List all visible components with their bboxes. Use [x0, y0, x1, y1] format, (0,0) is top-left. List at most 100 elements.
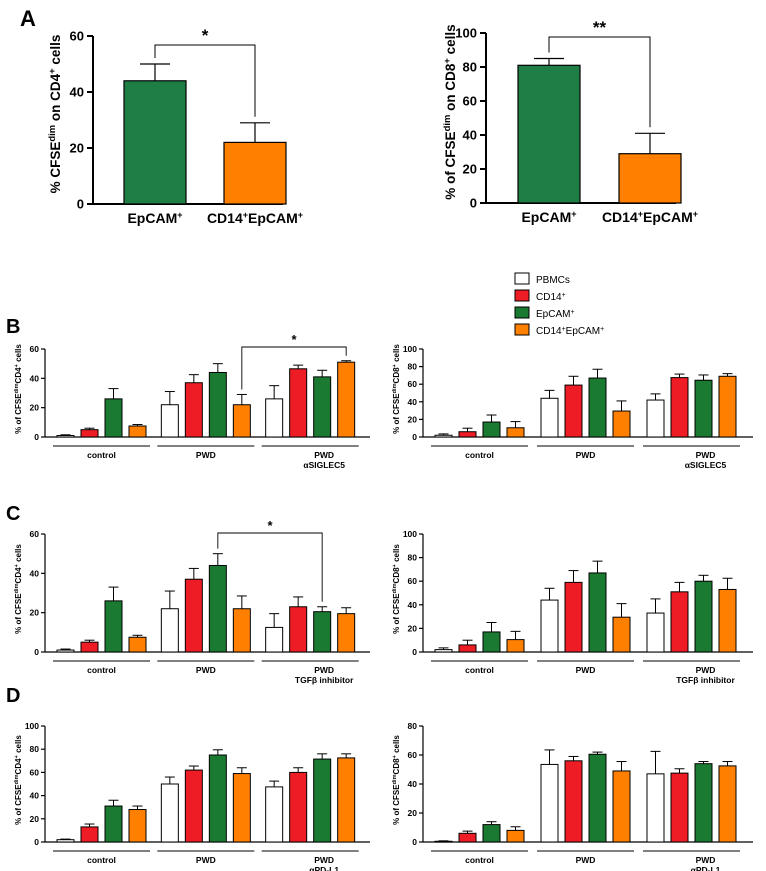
y-tick-label: 100 — [455, 26, 477, 41]
legend-swatch-PBMCs — [514, 272, 530, 285]
group-sublabel: αPD-L1 — [691, 865, 721, 871]
bar-PBMCs — [434, 434, 453, 438]
significance-star: * — [267, 518, 273, 533]
panel-letter-B: B — [6, 316, 20, 338]
y-tick-label: 60 — [408, 576, 418, 586]
y-axis-label: % of CFSEdimCD8+ cells — [392, 344, 401, 434]
bar-PBMCs — [56, 839, 75, 843]
y-tick-label: 0 — [77, 197, 84, 212]
bar-CD14p — [80, 826, 99, 843]
legend-label: EpCAM+ — [536, 309, 575, 321]
y-tick-label: 40 — [408, 397, 418, 407]
bar-CD14p — [184, 769, 203, 843]
bar-PBMCs — [540, 397, 559, 438]
category-label: EpCAM+ — [127, 210, 182, 226]
y-tick-label: 100 — [403, 529, 417, 539]
bar-CD14pEpCAMp — [232, 773, 251, 843]
y-tick-label: 80 — [408, 362, 418, 372]
group-label: PWD — [696, 855, 716, 865]
y-tick-label: 0 — [34, 647, 39, 657]
y-tick-label: 0 — [470, 196, 477, 211]
y-axis-label: % of CFSEdimCD8+ cells — [392, 735, 401, 825]
y-axis-label: % of CFSEdimCD4+ cells — [14, 544, 23, 634]
group-label: control — [465, 665, 494, 675]
bar-PBMCs — [265, 398, 284, 438]
bar-CD14pEpCAMp — [337, 361, 356, 438]
bar-CD14p — [458, 644, 477, 653]
significance-bracket — [154, 44, 256, 117]
bar — [223, 141, 287, 205]
category-label: EpCAM+ — [521, 209, 576, 225]
legend-swatch-CD14p — [514, 289, 530, 302]
bar-PBMCs — [160, 608, 179, 653]
bar-CD14pEpCAMp — [506, 829, 525, 843]
bar-PBMCs — [540, 763, 559, 843]
y-axis-label: % CFSEdim on CD4+ cells — [47, 35, 64, 194]
group-label: PWD — [576, 450, 596, 460]
y-tick-label: 20 — [408, 414, 418, 424]
y-tick-label: 0 — [412, 647, 417, 657]
group-label: PWD — [314, 665, 334, 675]
legend-swatch-EpCAMp — [514, 306, 530, 319]
bar-EpCAMp — [208, 564, 227, 653]
significance-bracket — [548, 36, 651, 128]
group-label: PWD — [196, 450, 216, 460]
group-label: control — [87, 450, 116, 460]
bar-EpCAMp — [104, 398, 123, 438]
bar-CD14p — [289, 771, 308, 843]
bar-CD14pEpCAMp — [718, 765, 737, 843]
y-axis-label: % of CFSEdim on CD8+ cells — [442, 24, 459, 199]
group-label: PWD — [576, 665, 596, 675]
legend-label: CD14+EpCAM+ — [536, 326, 604, 338]
legend-label: CD14+ — [536, 292, 566, 304]
bar-CD14p — [80, 429, 99, 438]
y-tick-label: 80 — [408, 553, 418, 563]
panel-letter-A: A — [20, 6, 36, 31]
y-tick-label: 40 — [408, 779, 418, 789]
bar-CD14pEpCAMp — [612, 410, 631, 438]
significance-star: * — [291, 332, 297, 347]
y-axis-label: % of CFSEdimCD4+ cells — [14, 344, 23, 434]
bar-CD14p — [289, 606, 308, 653]
bar-PBMCs — [646, 773, 665, 843]
bar-CD14pEpCAMp — [128, 636, 147, 653]
bar-EpCAMp — [482, 631, 501, 653]
group-label: control — [465, 855, 494, 865]
bar-EpCAMp — [588, 753, 607, 843]
y-tick-label: 60 — [70, 29, 84, 44]
bar-PBMCs — [160, 783, 179, 843]
significance-bracket — [217, 532, 323, 602]
chart-A_left: 0 20 40 60 EpCAM+ CD14+EpCAM+ * % CFSEdim on CD… — [47, 26, 304, 226]
group-sublabel: αSIGLEC5 — [685, 460, 727, 470]
group-sublabel: TGFβ inhibitor — [676, 675, 735, 685]
bar-EpCAMp — [104, 805, 123, 843]
bar-EpCAMp — [482, 421, 501, 438]
y-tick-label: 20 — [408, 623, 418, 633]
panel-letter-C: C — [6, 503, 20, 525]
group-label: control — [87, 855, 116, 865]
bar-CD14p — [670, 591, 689, 653]
group-label: PWD — [576, 855, 596, 865]
y-axis-label: % of CFSEdimCD4+ cells — [14, 735, 23, 825]
bar-PBMCs — [56, 435, 75, 438]
bar-CD14p — [289, 368, 308, 438]
bar-EpCAMp — [313, 758, 332, 843]
legend-label: PBMCs — [536, 275, 570, 286]
bar-PBMCs — [646, 399, 665, 438]
bar-CD14p — [670, 772, 689, 843]
y-tick-label: 60 — [463, 94, 477, 109]
y-tick-label: 20 — [30, 814, 40, 824]
bar-CD14p — [80, 641, 99, 653]
bar-CD14pEpCAMp — [128, 425, 147, 438]
y-tick-label: 0 — [412, 837, 417, 847]
bar-CD14p — [564, 384, 583, 438]
y-axis-label: % of CFSEdimCD8+ cells — [392, 544, 401, 634]
bar-CD14p — [564, 760, 583, 843]
bar — [517, 64, 581, 204]
bar-CD14pEpCAMp — [612, 770, 631, 843]
